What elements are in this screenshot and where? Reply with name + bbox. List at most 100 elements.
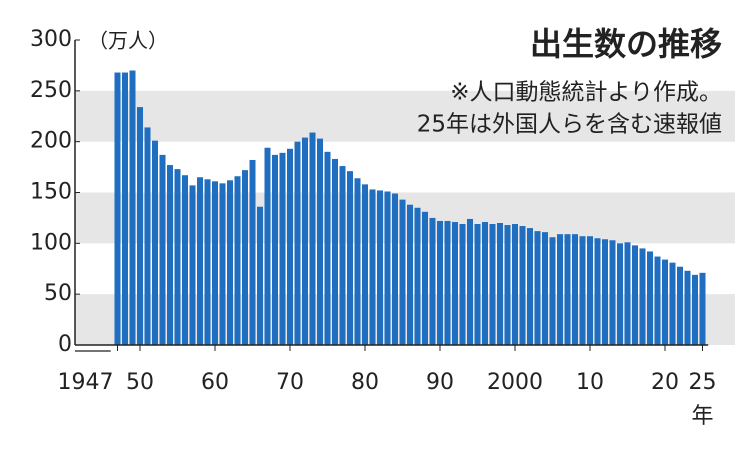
bar	[152, 140, 158, 345]
bar	[497, 223, 503, 345]
x-tick-label: 20	[651, 370, 679, 395]
bar	[639, 248, 646, 345]
bar	[219, 183, 226, 345]
y-unit: （万人）	[88, 29, 168, 53]
y-tick-label: 0	[58, 332, 72, 357]
bar	[189, 185, 196, 345]
x-tick-label: 70	[276, 370, 304, 395]
bar	[407, 204, 413, 345]
bar	[129, 70, 136, 345]
bar	[459, 224, 466, 345]
bar	[309, 132, 316, 345]
bar	[302, 137, 308, 345]
bar	[317, 138, 323, 345]
bar	[452, 221, 458, 345]
y-tick-label: 50	[44, 281, 72, 306]
bar	[369, 189, 376, 345]
bar	[579, 236, 586, 345]
y-tick-label: 150	[30, 180, 72, 205]
x-tick-label: 1947	[58, 370, 114, 395]
bar	[144, 127, 151, 345]
band	[75, 90, 735, 142]
bar	[339, 166, 346, 345]
bar	[122, 72, 128, 346]
bar	[272, 154, 278, 345]
bar	[489, 224, 496, 345]
bar	[482, 221, 488, 345]
bar	[444, 220, 451, 345]
x-tick-label: 2000	[487, 370, 543, 395]
x-tick-label: 50	[126, 370, 154, 395]
bar	[137, 107, 143, 345]
bar	[624, 242, 631, 345]
bar	[467, 218, 473, 345]
bar	[242, 170, 248, 345]
bar	[647, 251, 653, 345]
note: 25年は外国人らを含む速報値	[417, 112, 722, 138]
bar	[572, 234, 578, 345]
bar	[587, 236, 593, 345]
bar	[632, 245, 638, 345]
bar	[354, 178, 361, 345]
bar	[429, 217, 436, 345]
bar	[234, 176, 241, 345]
bar	[324, 151, 331, 345]
y-tick-label: 200	[30, 129, 72, 154]
bar	[287, 148, 293, 345]
bar	[174, 169, 181, 345]
bar	[279, 152, 286, 345]
bar	[699, 272, 706, 345]
x-unit: 年	[691, 404, 713, 429]
bar	[692, 274, 698, 345]
bar	[557, 234, 563, 345]
bar	[212, 181, 218, 345]
bar	[227, 180, 233, 345]
bar	[332, 158, 338, 345]
bar	[182, 175, 188, 345]
bar	[399, 199, 406, 345]
bar	[437, 220, 443, 345]
bar	[594, 238, 601, 345]
bar	[534, 231, 541, 345]
bar	[609, 240, 616, 345]
x-tick-label: 90	[426, 370, 454, 395]
bar	[677, 266, 683, 345]
x-tick-label: 80	[351, 370, 379, 395]
bar	[384, 191, 391, 345]
bar	[167, 165, 173, 345]
bar	[264, 147, 271, 345]
bar	[197, 177, 203, 345]
x-tick-label: 25	[689, 370, 717, 395]
y-tick-label: 300	[30, 27, 72, 52]
y-tick-label: 100	[30, 230, 72, 255]
x-tick-label: 10	[576, 370, 604, 395]
chart-title: 出生数の推移	[530, 25, 722, 63]
bar	[422, 211, 428, 345]
bar	[669, 262, 676, 345]
bar	[617, 243, 623, 345]
bar	[392, 193, 398, 345]
bar	[512, 224, 518, 345]
x-tick-label: 60	[201, 370, 229, 395]
bar	[542, 232, 548, 345]
bar	[114, 72, 121, 346]
bar	[602, 239, 608, 345]
bar	[159, 154, 166, 345]
bar	[527, 228, 533, 345]
bar	[362, 184, 368, 345]
bar	[549, 237, 556, 345]
y-tick-label: 250	[30, 78, 72, 103]
bar	[347, 171, 353, 345]
bar	[294, 141, 301, 345]
bar	[519, 226, 526, 345]
bar	[564, 234, 571, 345]
bar	[474, 224, 481, 345]
bar	[684, 270, 691, 345]
bar	[504, 225, 511, 345]
bar	[377, 190, 383, 345]
bars	[114, 70, 706, 346]
bar	[249, 159, 256, 345]
note: ※人口動態統計より作成。	[450, 80, 722, 106]
bar	[654, 256, 661, 345]
